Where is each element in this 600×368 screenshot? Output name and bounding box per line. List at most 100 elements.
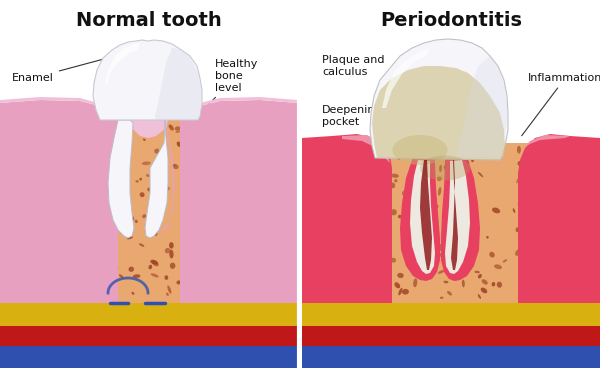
Ellipse shape: [172, 164, 179, 169]
Ellipse shape: [239, 145, 241, 151]
Ellipse shape: [83, 128, 88, 136]
Ellipse shape: [571, 260, 577, 267]
Ellipse shape: [65, 270, 69, 274]
Ellipse shape: [394, 179, 398, 183]
Ellipse shape: [221, 118, 224, 122]
Ellipse shape: [391, 174, 399, 178]
Ellipse shape: [347, 174, 354, 178]
Ellipse shape: [275, 180, 281, 188]
Ellipse shape: [119, 274, 124, 278]
Polygon shape: [456, 56, 507, 158]
Ellipse shape: [257, 130, 263, 135]
Ellipse shape: [560, 277, 565, 281]
Ellipse shape: [151, 273, 159, 277]
Ellipse shape: [391, 209, 397, 215]
Ellipse shape: [79, 119, 86, 125]
Ellipse shape: [486, 236, 489, 238]
Ellipse shape: [515, 227, 519, 232]
Ellipse shape: [287, 215, 292, 219]
Ellipse shape: [139, 243, 145, 247]
Ellipse shape: [367, 177, 372, 184]
Ellipse shape: [517, 146, 521, 153]
Ellipse shape: [182, 293, 184, 301]
Ellipse shape: [471, 155, 475, 162]
Ellipse shape: [313, 261, 317, 265]
Ellipse shape: [455, 216, 461, 219]
Ellipse shape: [36, 199, 44, 206]
Ellipse shape: [354, 150, 357, 155]
Ellipse shape: [191, 203, 195, 207]
Ellipse shape: [29, 207, 35, 216]
Ellipse shape: [112, 248, 118, 256]
Ellipse shape: [64, 156, 69, 159]
Ellipse shape: [235, 178, 241, 184]
Ellipse shape: [317, 228, 322, 234]
Ellipse shape: [303, 254, 306, 259]
Ellipse shape: [248, 296, 252, 301]
Ellipse shape: [227, 273, 232, 279]
Ellipse shape: [347, 160, 352, 164]
Ellipse shape: [77, 261, 85, 266]
Ellipse shape: [437, 177, 442, 181]
Ellipse shape: [4, 159, 8, 164]
Ellipse shape: [90, 196, 95, 200]
Ellipse shape: [84, 139, 89, 142]
Ellipse shape: [524, 282, 529, 286]
Ellipse shape: [211, 120, 215, 125]
Polygon shape: [180, 100, 298, 303]
Ellipse shape: [402, 191, 407, 196]
Ellipse shape: [455, 248, 461, 251]
Ellipse shape: [370, 291, 373, 296]
Ellipse shape: [226, 237, 229, 243]
Polygon shape: [342, 135, 390, 163]
Ellipse shape: [458, 227, 461, 232]
Ellipse shape: [258, 218, 262, 224]
Bar: [0, 326, 298, 346]
Ellipse shape: [492, 208, 500, 213]
Ellipse shape: [23, 240, 28, 245]
Ellipse shape: [310, 258, 316, 262]
Ellipse shape: [481, 288, 487, 293]
Ellipse shape: [266, 148, 271, 150]
Polygon shape: [155, 48, 202, 120]
Ellipse shape: [329, 209, 333, 214]
Ellipse shape: [249, 210, 254, 217]
Ellipse shape: [309, 188, 315, 194]
Text: Periodontitis: Periodontitis: [380, 11, 522, 29]
Polygon shape: [522, 135, 570, 150]
Ellipse shape: [131, 110, 137, 117]
Polygon shape: [180, 97, 298, 120]
Ellipse shape: [313, 271, 316, 275]
Ellipse shape: [219, 299, 221, 301]
Ellipse shape: [4, 299, 7, 302]
Ellipse shape: [419, 191, 422, 194]
Ellipse shape: [273, 269, 278, 273]
Ellipse shape: [340, 231, 344, 239]
Ellipse shape: [58, 135, 63, 140]
Ellipse shape: [318, 183, 323, 186]
Ellipse shape: [4, 111, 9, 117]
Ellipse shape: [517, 178, 520, 183]
Ellipse shape: [136, 180, 139, 183]
Ellipse shape: [307, 237, 313, 243]
Ellipse shape: [531, 265, 534, 268]
Ellipse shape: [376, 159, 378, 163]
Ellipse shape: [369, 177, 374, 181]
Ellipse shape: [92, 178, 97, 181]
Ellipse shape: [432, 150, 439, 154]
Ellipse shape: [333, 279, 341, 284]
Ellipse shape: [70, 282, 73, 286]
Ellipse shape: [255, 286, 258, 289]
Ellipse shape: [383, 152, 391, 156]
Ellipse shape: [592, 196, 598, 201]
Ellipse shape: [88, 155, 92, 158]
Ellipse shape: [47, 208, 50, 212]
Polygon shape: [445, 160, 470, 274]
Ellipse shape: [172, 164, 176, 167]
Ellipse shape: [478, 172, 483, 177]
Ellipse shape: [482, 279, 488, 284]
Ellipse shape: [536, 235, 542, 243]
Ellipse shape: [264, 143, 270, 148]
Ellipse shape: [447, 291, 452, 296]
Ellipse shape: [452, 275, 456, 281]
